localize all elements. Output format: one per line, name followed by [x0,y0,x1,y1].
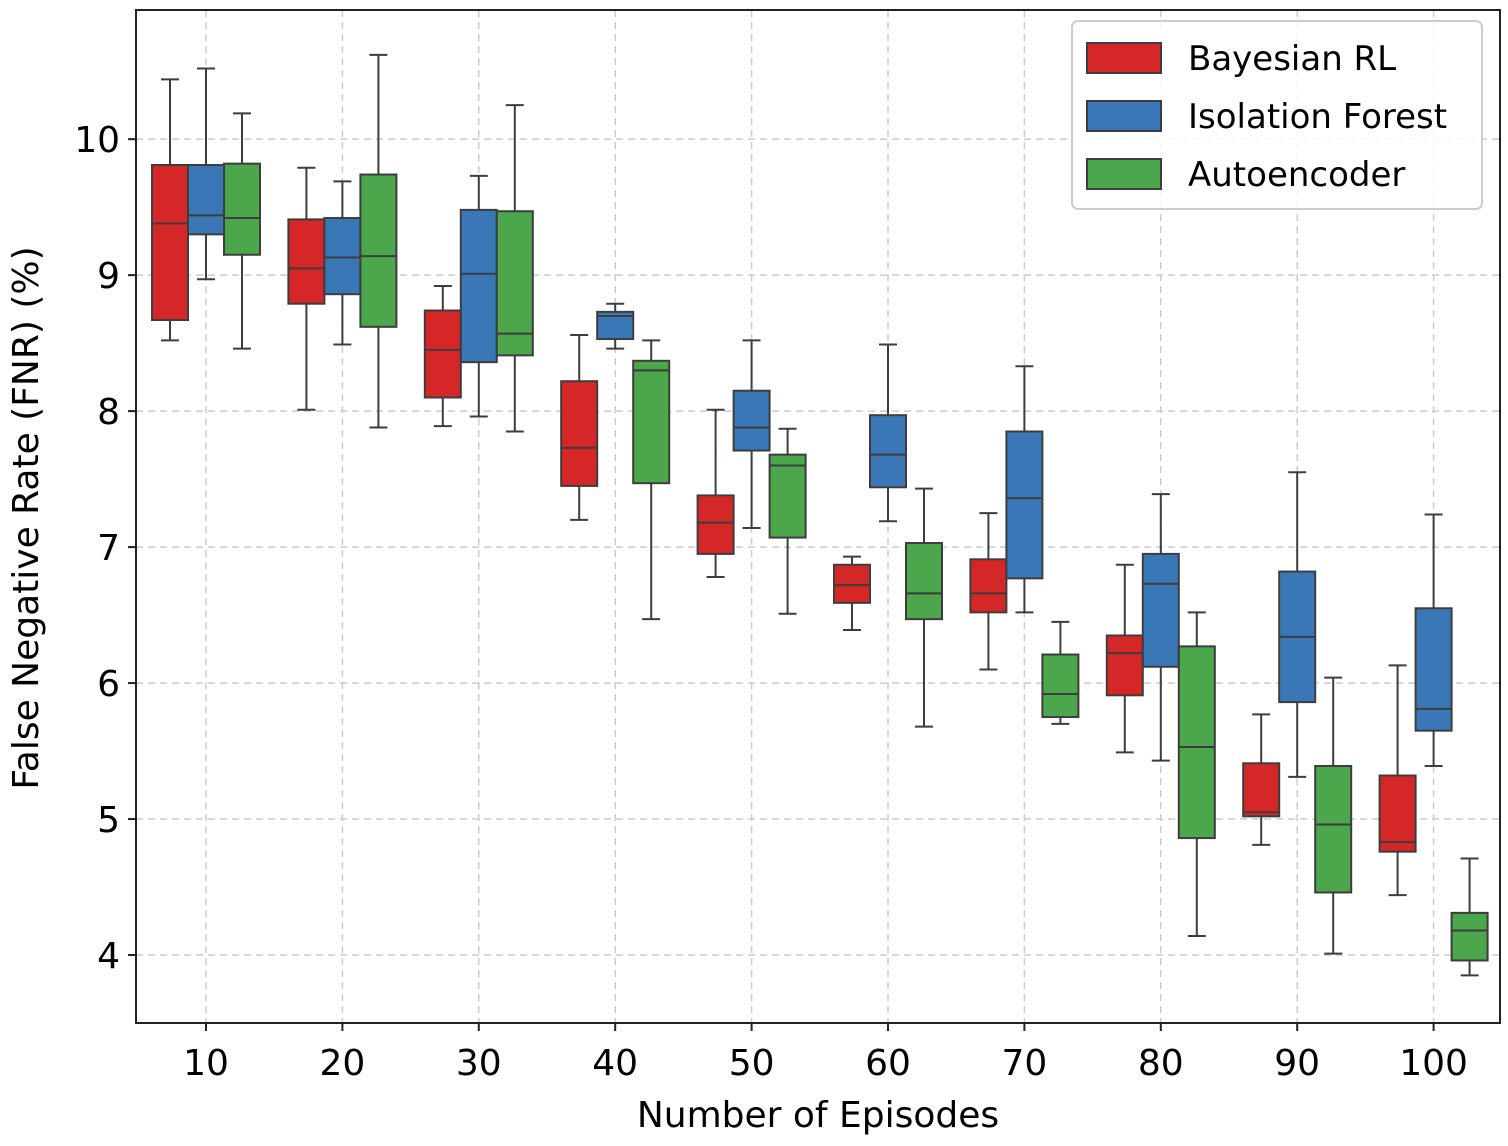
box-autoencoder-50 [768,427,807,615]
box-iqr [359,173,398,328]
box-isolation-forest-90 [1278,471,1317,778]
y-tick-label: 4 [97,936,120,977]
box-bayesian-rl-10 [151,78,189,342]
x-tick-label: 80 [1138,1043,1184,1084]
box-iqr [1378,774,1417,853]
box-bayesian-rl-80 [1105,563,1144,754]
x-tick-label: 60 [865,1043,911,1084]
legend-swatch [1086,100,1162,132]
x-tick-label: 30 [456,1043,502,1084]
box-iqr [969,558,1008,614]
box-autoencoder-90 [1314,676,1353,955]
box-iqr [768,453,807,539]
legend: Bayesian RL Isolation Forest Autoencoder [1071,20,1483,210]
box-bayesian-rl-90 [1242,713,1281,846]
box-autoencoder-40 [632,339,671,621]
box-isolation-forest-60 [869,343,907,523]
box-autoencoder-30 [495,104,534,433]
box-iqr [696,494,735,555]
box-iqr [1041,653,1080,719]
box-autoencoder-20 [359,53,398,429]
legend-label: Isolation Forest [1188,97,1447,137]
x-tick-label: 70 [1001,1043,1047,1084]
x-tick-label: 10 [183,1043,229,1084]
box-iqr [632,359,671,485]
box-iqr [323,217,362,296]
x-axis: 10 20 30 40 50 60 70 80 90 100 [183,1023,1468,1084]
box-bayesian-rl-100 [1378,664,1417,897]
series-autoencoder [223,53,1489,977]
box-isolation-forest-80 [1141,493,1180,762]
legend-label: Bayesian RL [1188,39,1396,79]
box-bayesian-rl-20 [287,166,326,411]
series-bayesian-rl [151,78,1417,897]
box-bayesian-rl-60 [833,555,871,632]
box-autoencoder-60 [905,487,943,728]
box-autoencoder-80 [1177,611,1216,937]
box-iqr [459,208,498,364]
y-tick-label: 8 [97,392,120,433]
box-iqr [151,164,189,322]
box-isolation-forest-50 [732,339,771,530]
x-axis-title: Number of Episodes [637,1095,999,1136]
legend-swatch [1086,158,1162,190]
box-series [151,53,1489,977]
box-isolation-forest-70 [1005,365,1044,614]
box-iqr [1314,765,1353,894]
box-iqr [187,164,225,236]
box-iqr [732,389,771,452]
box-iqr [560,380,599,487]
box-iqr [869,414,907,489]
y-axis-title: False Negative Rate (FNR) (%) [6,246,47,789]
x-tick-label: 50 [729,1043,775,1084]
box-autoencoder-70 [1041,620,1080,725]
y-tick-label: 7 [97,528,120,569]
box-bayesian-rl-30 [423,285,462,428]
box-iqr [423,309,462,399]
plot-frame [135,9,1501,1024]
box-autoencoder-100 [1450,857,1489,977]
x-tick-label: 90 [1274,1043,1320,1084]
box-iqr [833,563,871,604]
box-iqr [1141,552,1180,668]
box-iqr [1414,607,1453,732]
y-axis: 4 5 6 7 8 9 10 [74,120,136,977]
box-isolation-forest-10 [187,67,225,281]
box-iqr [1005,430,1044,580]
box-bayesian-rl-40 [560,333,599,521]
box-iqr [287,218,326,305]
box-isolation-forest-40 [596,302,635,350]
box-autoencoder-10 [223,112,261,350]
y-tick-label: 6 [97,664,120,705]
y-tick-label: 9 [97,256,120,297]
x-tick-label: 100 [1399,1043,1468,1084]
box-iqr [223,162,261,256]
box-bayesian-rl-70 [969,512,1008,671]
box-iqr [1242,762,1281,818]
x-tick-label: 40 [592,1043,638,1084]
legend-swatch [1086,42,1162,74]
box-iqr [1177,645,1216,840]
box-iqr [1105,634,1144,697]
box-bayesian-rl-50 [696,408,735,579]
box-iqr [905,542,943,621]
legend-label: Autoencoder [1188,155,1405,195]
x-tick-label: 20 [319,1043,365,1084]
box-iqr [495,210,534,357]
y-tick-label: 10 [74,120,120,161]
legend-frame [1071,20,1483,210]
y-tick-label: 5 [97,800,120,841]
box-isolation-forest-100 [1414,513,1453,768]
box-iqr [1450,911,1489,962]
